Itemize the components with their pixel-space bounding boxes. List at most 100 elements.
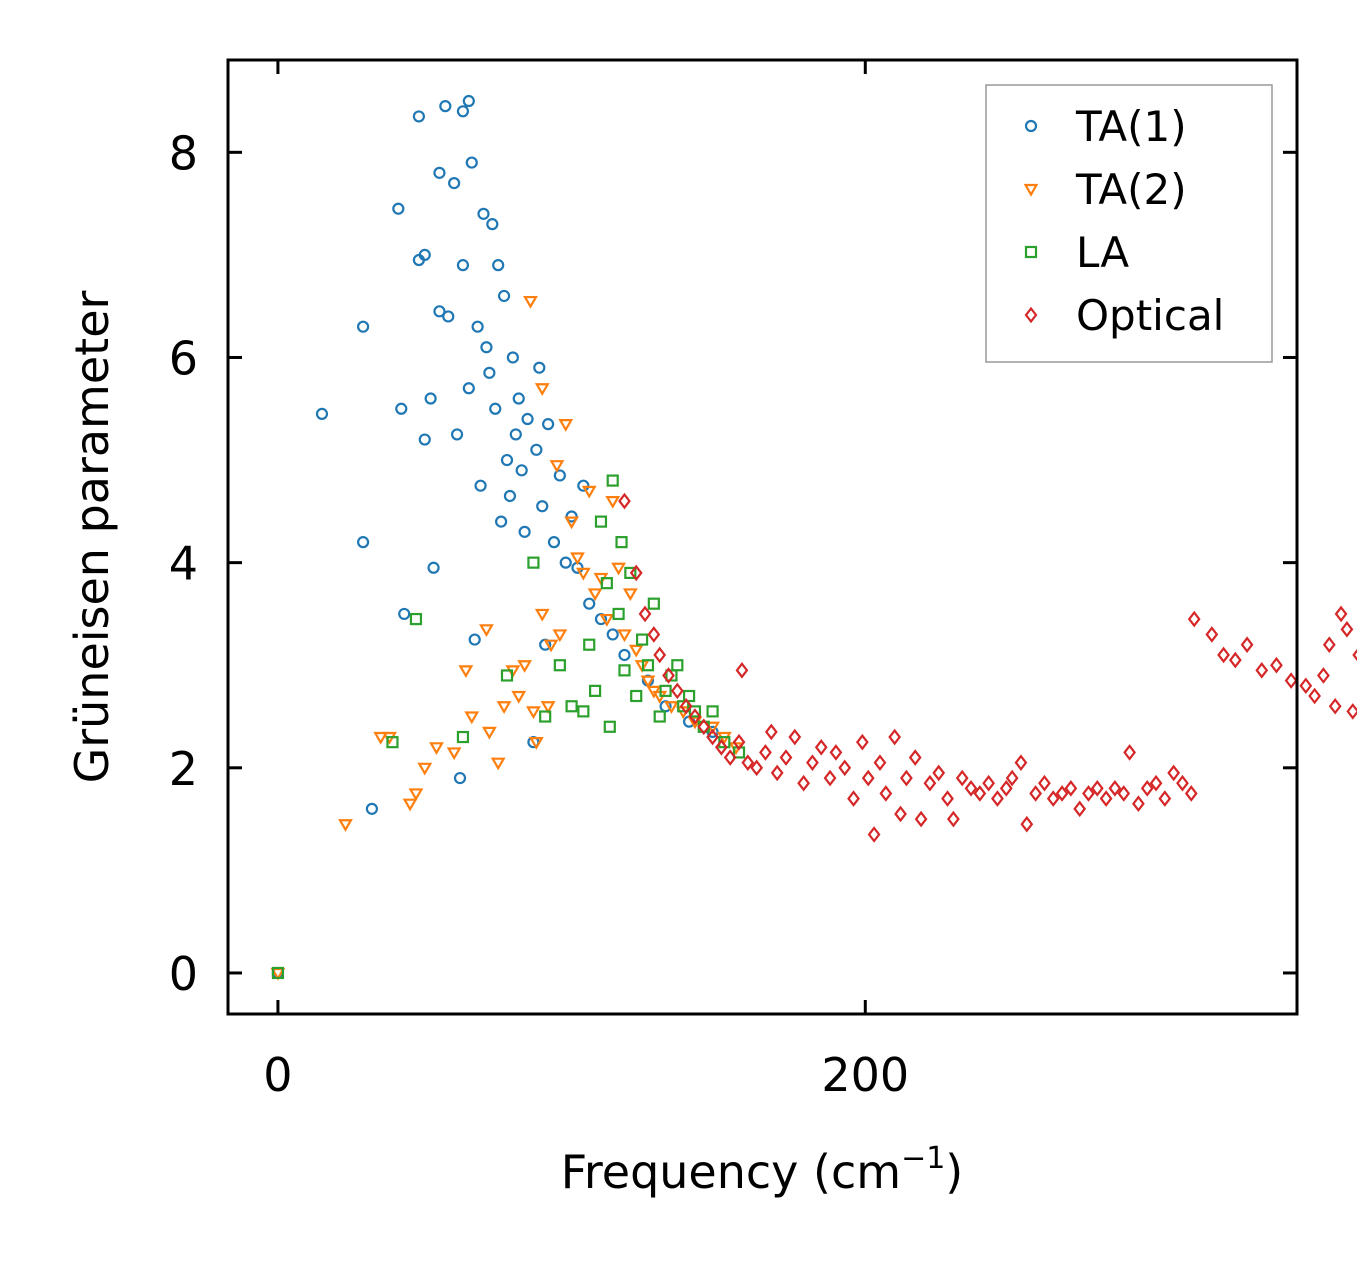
data-point xyxy=(1038,774,1051,792)
data-point xyxy=(500,453,514,467)
data-point xyxy=(456,105,470,118)
data-point xyxy=(558,419,574,432)
data-point xyxy=(603,720,616,733)
legend-label: TA(1) xyxy=(1075,102,1187,151)
data-point xyxy=(446,747,462,761)
data-point xyxy=(496,701,512,714)
y-tick-label: 6 xyxy=(169,331,198,385)
data-point xyxy=(539,710,552,723)
data-point xyxy=(788,728,802,746)
legend-label: Optical xyxy=(1076,291,1224,340)
data-point xyxy=(583,638,596,651)
legend-entry: TA(2) xyxy=(1023,165,1187,214)
data-point xyxy=(521,412,534,426)
data-point xyxy=(991,790,1004,807)
data-point xyxy=(547,536,561,549)
data-point xyxy=(964,780,978,797)
data-point xyxy=(1205,626,1219,643)
legend-entry: Optical xyxy=(1024,291,1224,340)
data-point xyxy=(814,738,828,756)
data-point xyxy=(732,733,746,751)
data-point xyxy=(589,684,602,697)
data-point xyxy=(838,759,852,777)
data-point xyxy=(1014,754,1028,771)
data-point xyxy=(647,597,660,610)
data-point xyxy=(606,628,619,641)
data-point xyxy=(559,556,572,569)
x-axis-label-close: ) xyxy=(945,1145,963,1199)
data-point xyxy=(679,697,693,715)
data-point xyxy=(714,738,728,756)
data-point xyxy=(600,577,613,590)
data-point xyxy=(528,737,544,750)
data-point xyxy=(664,701,679,714)
data-point xyxy=(517,660,533,673)
legend-marker xyxy=(1024,245,1038,259)
data-point xyxy=(829,744,843,761)
data-point xyxy=(429,742,444,755)
data-point xyxy=(1149,774,1163,792)
data-point xyxy=(424,392,437,405)
data-point xyxy=(542,418,555,431)
data-point xyxy=(577,705,590,718)
data-point xyxy=(1082,785,1095,802)
data-point xyxy=(1073,800,1087,818)
data-point xyxy=(479,624,494,638)
x-axis-label-text: Frequency (cm xyxy=(561,1145,901,1199)
data-point xyxy=(662,667,675,684)
data-point xyxy=(536,500,549,513)
data-point xyxy=(373,731,389,745)
data-point xyxy=(465,156,478,169)
data-point xyxy=(553,659,566,672)
data-point xyxy=(611,562,627,576)
data-point xyxy=(823,769,837,787)
data-point xyxy=(759,744,772,761)
data-point xyxy=(480,341,493,354)
data-point xyxy=(453,771,467,785)
data-point xyxy=(1322,636,1336,654)
data-point xyxy=(503,489,517,503)
data-point xyxy=(458,665,474,679)
data-point xyxy=(490,757,506,771)
data-point xyxy=(356,320,370,333)
data-point xyxy=(1228,651,1242,669)
data-point xyxy=(471,320,484,333)
data-point xyxy=(706,728,719,746)
data-point xyxy=(1317,667,1330,684)
series-optical xyxy=(618,492,1357,843)
data-point xyxy=(1299,677,1313,695)
data-point xyxy=(418,433,431,446)
data-point xyxy=(497,289,511,303)
data-point xyxy=(442,310,455,323)
data-point xyxy=(879,785,893,802)
legend-entry: LA xyxy=(1024,228,1129,277)
data-point xyxy=(492,259,505,272)
data-point xyxy=(506,351,519,364)
data-point xyxy=(688,705,702,718)
data-point xyxy=(706,705,719,718)
data-point xyxy=(618,648,631,662)
data-point xyxy=(750,759,764,777)
data-point xyxy=(1184,785,1198,802)
data-point xyxy=(618,664,631,677)
data-point xyxy=(509,428,522,441)
data-point xyxy=(481,726,497,740)
data-point xyxy=(523,295,538,309)
data-point xyxy=(583,597,596,610)
data-point xyxy=(1108,780,1122,797)
data-point xyxy=(534,383,550,396)
data-point xyxy=(1217,646,1230,664)
data-point xyxy=(489,402,502,415)
data-point xyxy=(941,790,954,807)
legend-entry: TA(1) xyxy=(1024,102,1187,151)
x-axis-label: Frequency (cm−1) xyxy=(561,1141,964,1199)
x-tick-label: 0 xyxy=(263,1048,292,1102)
data-point xyxy=(518,525,531,538)
data-point xyxy=(894,805,907,823)
data-point xyxy=(615,536,628,549)
legend-marker xyxy=(1024,119,1038,133)
data-point xyxy=(873,754,887,771)
data-point xyxy=(1090,780,1104,797)
data-point xyxy=(427,561,440,574)
data-point xyxy=(1270,656,1283,674)
